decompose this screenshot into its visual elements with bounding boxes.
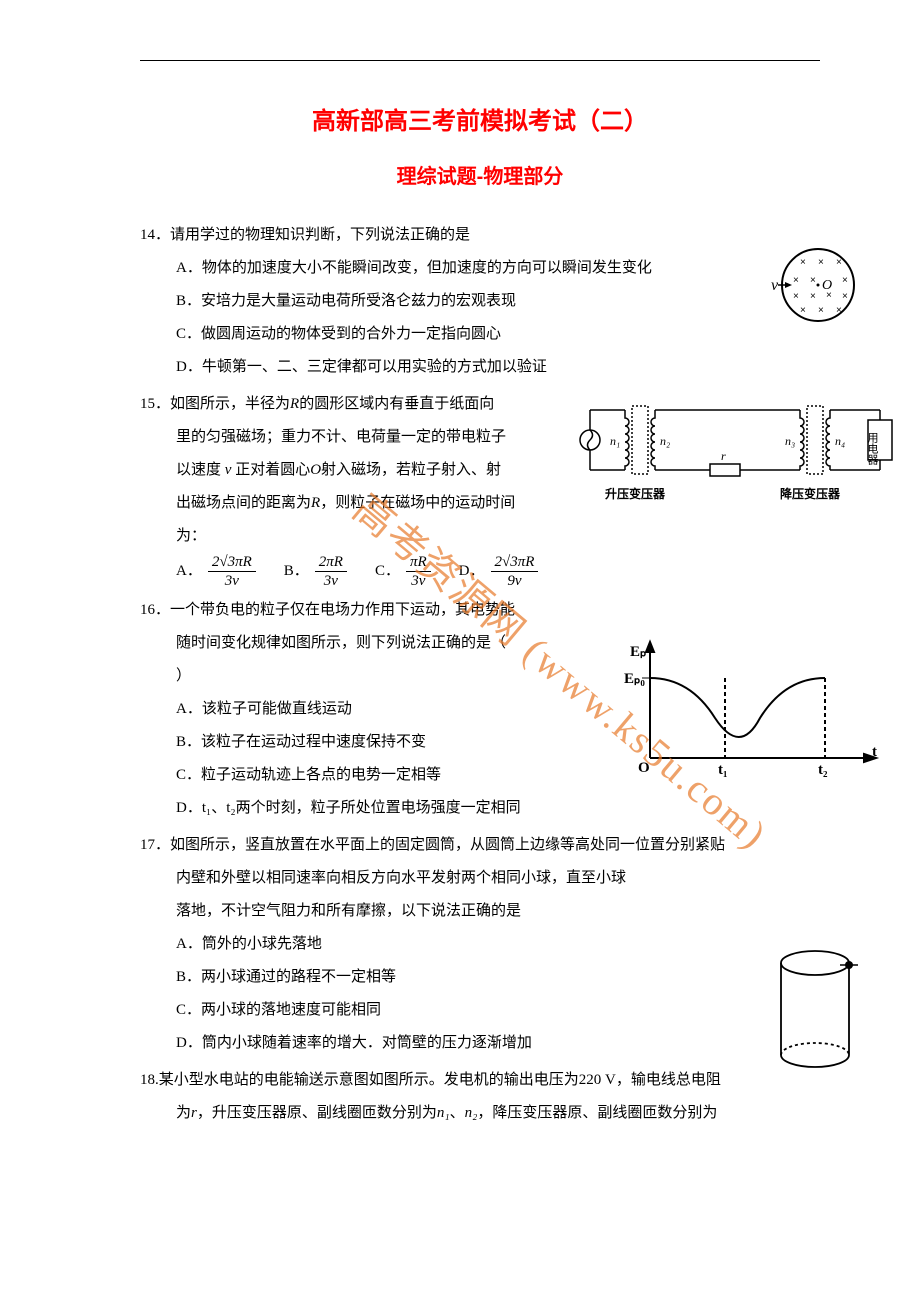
q16-stem1: 一个带负电的粒子仅在电场力作用下运动，其电势能	[170, 602, 515, 618]
q14-stem: 请用学过的物理知识判断，下列说法正确的是	[170, 227, 470, 243]
q17-line2: 内壁和外壁以相同速率向相反方向水平发射两个相同小球，直至小球	[176, 862, 820, 895]
q14-opt-d: D．牛顿第一、二、三定律都可以用实验的方式加以验证	[176, 351, 820, 384]
q17-opt-c: C．两小球的落地速度可能相同	[176, 994, 820, 1027]
q17-opt-b: B．两小球通过的路程不一定相等	[176, 961, 820, 994]
q15-line4a: 出磁场点间的距离为	[176, 495, 311, 511]
q15-num: 15．	[140, 396, 170, 412]
q16-opt-a: A．该粒子可能做直线运动	[176, 693, 820, 726]
q16-opt-b: B．该粒子在运动过程中速度保持不变	[176, 726, 820, 759]
q14-opt-c: C．做圆周运动的物体受到的合外力一定指向圆心	[176, 318, 820, 351]
q15-B-den: 3v	[320, 572, 342, 590]
q18-line2b: ，升压变压器原、副线圈匝数分别为	[197, 1105, 437, 1121]
svg-text:t: t	[872, 744, 877, 760]
q14-num: 14．	[140, 227, 170, 243]
q14-opt-b: B．安培力是大量运动电荷所受洛仑兹力的宏观表现	[176, 285, 820, 318]
q17-line3: 落地，不计空气阻力和所有摩擦，以下说法正确的是	[176, 895, 820, 928]
question-14: 14．请用学过的物理知识判断，下列说法正确的是 A．物体的加速度大小不能瞬间改变…	[140, 219, 820, 384]
svg-text:n₄: n₄	[835, 434, 845, 448]
q18-stem1: 某小型水电站的电能输送示意图如图所示。发电机的输出电压为220 V，输电线总电阻	[159, 1072, 721, 1088]
q15-formula-row: A．2√3πR3v B．2πR3v C．πR3v D．2√3πR9v	[140, 553, 820, 590]
q15-line5: 为：	[176, 520, 820, 553]
q16-line3: ）	[176, 660, 820, 693]
q16-line2: 随时间变化规律如图所示，则下列说法正确的是（	[176, 627, 820, 660]
q17-stem: 如图所示，竖直放置在水平面上的固定圆筒，从圆筒上边缘等高处同一位置分别紧贴	[170, 837, 725, 853]
svg-text:用电器: 用电器	[866, 432, 879, 466]
svg-text:×: ×	[842, 275, 848, 286]
question-15: 15．如图所示，半径为R的圆形区域内有垂直于纸面向 里的匀强磁场；重力不计、电荷…	[140, 388, 820, 590]
q16-num: 16．	[140, 602, 170, 618]
q15-C-label: C．	[375, 555, 400, 588]
q17-opt-d: D．筒内小球随着速率的增大．对筒壁的压力逐渐增加	[176, 1027, 820, 1060]
q18-line2c: ，降压变压器原、副线圈匝数分别为	[477, 1105, 717, 1121]
q15-R2: R	[311, 495, 320, 511]
q15-line4b: ，则粒子在磁场中的运动时间	[320, 495, 515, 511]
svg-text:O: O	[822, 278, 832, 293]
q18-num: 18.	[140, 1072, 159, 1088]
q15-A-num: 2√3πR	[208, 553, 256, 572]
q15-line3b: 正对着圆心	[231, 462, 310, 478]
title-main: 高新部高三考前模拟考试（二）	[140, 101, 820, 136]
question-17: 17．如图所示，竖直放置在水平面上的固定圆筒，从圆筒上边缘等高处同一位置分别紧贴…	[140, 829, 820, 1060]
question-16: 16．一个带负电的粒子仅在电场力作用下运动，其电势能 随时间变化规律如图所示，则…	[140, 594, 820, 825]
title-sub: 理综试题-物理部分	[140, 160, 820, 189]
question-18: 18.某小型水电站的电能输送示意图如图所示。发电机的输出电压为220 V，输电线…	[140, 1064, 820, 1130]
q14-opt-a: A．物体的加速度大小不能瞬间改变，但加速度的方向可以瞬间发生变化	[176, 252, 820, 285]
q15-C-den: 3v	[407, 572, 429, 590]
q15-R: R	[290, 396, 299, 412]
q15-line3c: 射入磁场，若粒子射入、射	[321, 462, 501, 478]
q17-num: 17．	[140, 837, 170, 853]
q15-B-num: 2πR	[315, 553, 347, 572]
svg-text:×: ×	[842, 291, 848, 302]
q18-n1: n₁	[437, 1105, 450, 1121]
q18-n2: n₂	[465, 1105, 478, 1121]
q15-A-den: 3v	[221, 572, 243, 590]
svg-text:×: ×	[836, 305, 842, 316]
q15-D-label: D．	[459, 555, 485, 588]
svg-text:×: ×	[836, 257, 842, 268]
top-horizontal-rule	[140, 60, 820, 61]
q16-opt-c: C．粒子运动轨迹上各点的电势一定相等	[176, 759, 820, 792]
q16-opt-d: D．t₁、t₂两个时刻，粒子所处位置电场强度一定相同	[176, 792, 820, 825]
q15-O: O	[310, 462, 321, 478]
q15-C-num: πR	[406, 553, 431, 572]
q15-stem1: 如图所示，半径为	[170, 396, 290, 412]
q15-line2: 里的匀强磁场；重力不计、电荷量一定的带电粒子	[176, 421, 820, 454]
q15-B-label: B．	[284, 555, 309, 588]
q18-sep: 、	[450, 1105, 465, 1121]
q15-A-label: A．	[176, 555, 202, 588]
q17-opt-a: A．筒外的小球先落地	[176, 928, 820, 961]
q18-line2a: 为	[176, 1105, 191, 1121]
q15-D-num: 2√3πR	[491, 553, 539, 572]
q15-D-den: 9v	[503, 572, 525, 590]
q15-stem2: 的圆形区域内有垂直于纸面向	[299, 396, 494, 412]
q15-line3a: 以速度	[176, 462, 225, 478]
